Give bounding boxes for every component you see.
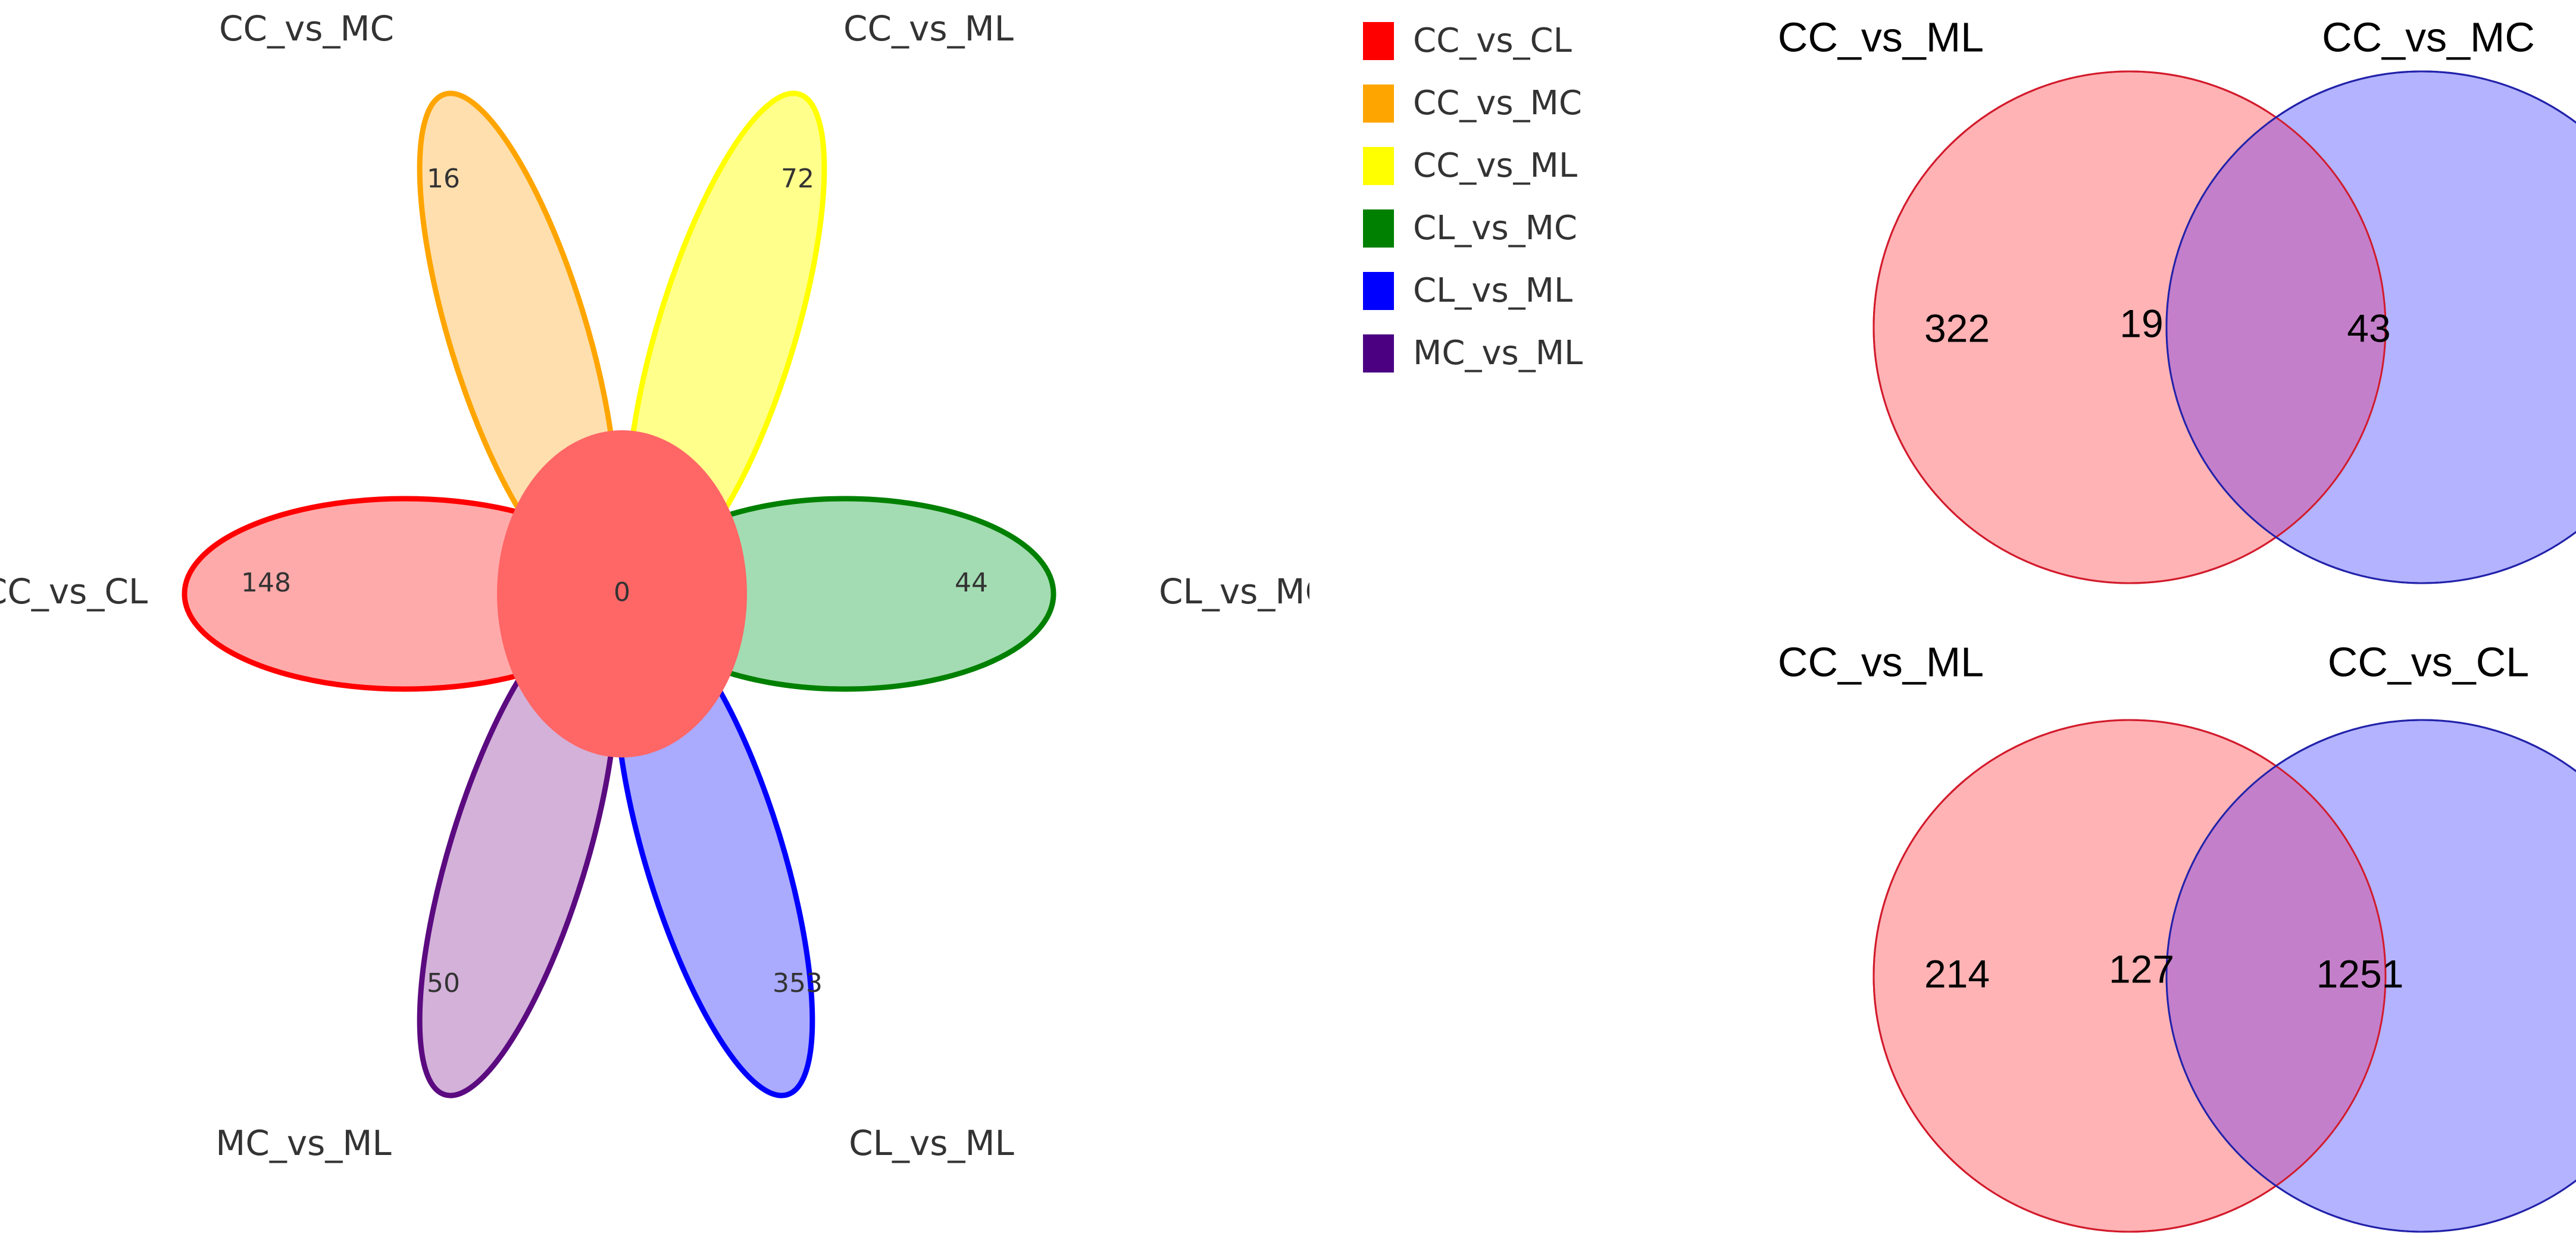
petal-count-cc-vs-cl: 148: [241, 568, 291, 598]
petal-label-cl-vs-ml: CL_vs_ML: [849, 1123, 1014, 1163]
core-count: 0: [614, 577, 630, 608]
venn-left-only-count: 214: [1924, 951, 1990, 996]
venn-left-set-label: CC_vs_ML: [1778, 14, 1984, 60]
petal-count-cc-vs-ml: 72: [781, 164, 814, 194]
legend-swatch: [1363, 84, 1394, 123]
venn-left-outline: [1872, 70, 2387, 584]
venn-right-set-label: CC_vs_CL: [2328, 638, 2529, 685]
venn-right-only-count: 1251: [2316, 951, 2404, 996]
legend-item-cl-vs-ml: CL_vs_ML: [1363, 259, 1637, 322]
legend-label: CL_vs_MC: [1413, 209, 1578, 248]
venn-overlap-region: [2167, 720, 2386, 1232]
legend-label: CC_vs_MC: [1413, 84, 1582, 123]
venn-left-outline: [1872, 719, 2387, 1233]
legend-label: CC_vs_CL: [1413, 21, 1572, 60]
petal-label-cl-vs-mc: CL_vs_MC: [1159, 571, 1309, 612]
venn-overlap-count: 127: [2109, 947, 2174, 991]
venn-overlap-count: 19: [2119, 301, 2163, 345]
legend-swatch: [1363, 146, 1394, 185]
venn-top: CC_vs_ML CC_vs_MC 322 19 43: [1778, 14, 2576, 584]
petal-count-cl-vs-mc: 44: [955, 568, 988, 598]
legend-label: MC_vs_ML: [1413, 334, 1583, 372]
legend-label: CL_vs_ML: [1413, 271, 1573, 310]
venn-left-only-count: 322: [1924, 306, 1990, 350]
legend-swatch: [1363, 334, 1394, 372]
petal-label-cc-vs-mc: CC_vs_MC: [219, 8, 394, 49]
venn-bottom: CC_vs_ML CC_vs_CL 214 127 1251: [1778, 638, 2576, 1233]
venn-left-set-label: CC_vs_ML: [1778, 638, 1984, 685]
venn-right-only-count: 43: [2347, 306, 2390, 350]
venn-overlap-region: [2167, 71, 2386, 583]
legend-swatch: [1363, 21, 1394, 60]
legend-item-cl-vs-mc: CL_vs_MC: [1363, 197, 1637, 259]
petal-label-cc-vs-ml: CC_vs_ML: [843, 8, 1014, 49]
petal-count-mc-vs-ml: 50: [427, 968, 460, 998]
legend-item-cc-vs-ml: CC_vs_ML: [1363, 134, 1637, 197]
petal-label-cc-vs-cl: CC_vs_CL: [0, 571, 148, 612]
venn-right-set-label: CC_vs_MC: [2322, 14, 2535, 60]
legend-label: CC_vs_ML: [1413, 146, 1578, 185]
legend-item-cc-vs-mc: CC_vs_MC: [1363, 72, 1637, 134]
legend-item-cc-vs-cl: CC_vs_CL: [1363, 10, 1637, 72]
venn-right-outline: [2165, 719, 2576, 1233]
venn-right-outline: [2165, 70, 2576, 584]
petal-count-cc-vs-mc: 16: [427, 164, 460, 194]
flower-core: [497, 430, 747, 757]
legend: CC_vs_CL CC_vs_MC CC_vs_ML CL_vs_MC CL_vs_ML…: [1363, 10, 1637, 384]
flower-venn-diagram: 148 CC_vs_CL 16 CC_vs_MC 72 CC_vs_ML 44 CL_vs_M…: [0, 8, 1309, 1163]
legend-item-mc-vs-ml: MC_vs_ML: [1363, 322, 1637, 384]
legend-swatch: [1363, 209, 1394, 248]
petal-count-cl-vs-ml: 353: [773, 968, 823, 998]
legend-swatch: [1363, 271, 1394, 310]
petal-label-mc-vs-ml: MC_vs_ML: [215, 1123, 391, 1163]
